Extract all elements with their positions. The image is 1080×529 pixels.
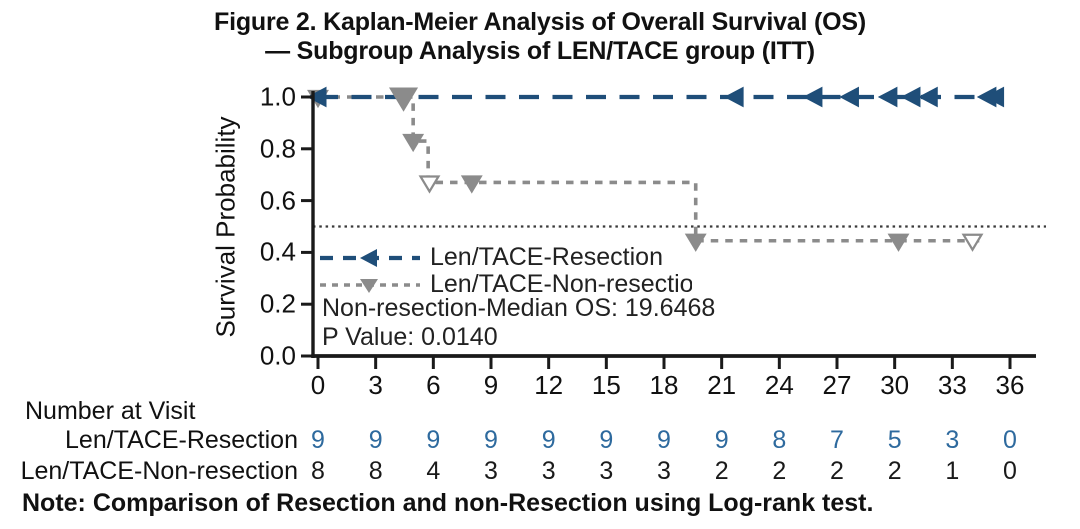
y-tick-label: 0.4 [259, 236, 296, 267]
note-text: Note: Comparison of Resection and non-Re… [22, 489, 874, 517]
figure-title-line2: — Subgroup Analysis of LEN/TACE group (I… [265, 37, 815, 65]
at-risk-value: 2 [714, 457, 729, 485]
at-risk-value: 9 [657, 426, 671, 454]
resection-censor-mark-icon [724, 86, 744, 108]
x-tick-label: 6 [426, 370, 441, 400]
x-tick-label: 21 [707, 370, 737, 400]
non-resection-marker-icon [402, 133, 425, 153]
x-tick-label: 0 [310, 370, 326, 400]
x-tick-label: 27 [822, 370, 852, 400]
at-risk-row-label-resection: Len/TACE-Resection [65, 426, 298, 454]
non-resection-marker-icon [684, 233, 707, 252]
legend-label-resection: Len/TACE-Resection [430, 243, 663, 271]
x-tick-label: 12 [534, 370, 564, 400]
y-tick-label: 0.6 [259, 185, 296, 216]
at-risk-value: 3 [945, 426, 960, 454]
at-risk-value: 5 [887, 426, 902, 454]
at-risk-value: 3 [541, 457, 556, 485]
x-tick-label: 30 [880, 370, 910, 400]
at-risk-value: 8 [772, 426, 787, 454]
down-triangle-icon [360, 278, 378, 293]
non-resection-marker-icon [961, 233, 984, 252]
at-risk-value: 9 [426, 426, 441, 454]
y-tick-label: 0.2 [259, 288, 296, 319]
legend-entry-resection: Len/TACE-Resection [318, 243, 692, 271]
at-risk-row-label-non-resection: Len/TACE-Non-resection [20, 457, 298, 485]
resection-censor-mark-icon [802, 86, 823, 108]
at-risk-value: 0 [1003, 457, 1017, 485]
x-tick-label: 24 [764, 370, 794, 400]
at-risk-value: 9 [311, 426, 325, 454]
resection-censor-mark-icon [839, 86, 859, 108]
non-resection-marker-icon [887, 233, 910, 252]
resection-censor-mark-icon [918, 86, 938, 108]
x-tick-label: 36 [995, 370, 1025, 400]
at-risk-value: 9 [714, 426, 729, 454]
x-tick-label: 33 [937, 370, 967, 400]
at-risk-value: 9 [368, 426, 383, 454]
legend-label-non-resection: Len/TACE-Non-resectior [430, 270, 692, 298]
non-resection-line-sample-icon [320, 278, 420, 293]
non-resection-marker-icon [460, 175, 483, 194]
median-os-annotation: Non-resection-Median OS: 19.6468 [322, 294, 716, 322]
x-tick-label: 15 [591, 370, 621, 400]
at-risk-value: 8 [311, 457, 325, 485]
at-risk-value: 2 [830, 457, 844, 485]
non-resection-marker-icon [418, 175, 441, 194]
at-risk-value: 2 [887, 457, 902, 485]
x-tick-label: 3 [368, 370, 383, 400]
at-risk-value: 9 [541, 426, 556, 454]
non-resection-marker-icon [388, 87, 419, 112]
at-risk-value: 9 [599, 426, 614, 454]
y-tick-label: 0.0 [259, 340, 296, 371]
p-value-annotation: P Value: 0.0140 [322, 323, 498, 351]
at-risk-value: 3 [599, 457, 614, 485]
x-tick-label: 9 [483, 370, 499, 400]
legend: Len/TACE-Resection Len/TACE-Non-resectio… [318, 243, 692, 298]
resection-censor-mark-icon [984, 86, 1005, 108]
legend-entry-non-resection: Len/TACE-Non-resectior [318, 270, 692, 298]
at-risk-value: 9 [484, 426, 498, 454]
resection-censor-mark-icon [900, 86, 921, 108]
y-tick-label: 1.0 [259, 81, 296, 112]
at-risk-value: 8 [368, 457, 383, 485]
at-risk-value: 2 [772, 457, 787, 485]
at-risk-value: 3 [657, 457, 671, 485]
at-risk-value: 7 [830, 426, 844, 454]
x-tick-label: 18 [649, 370, 679, 400]
resection-censor-mark-icon [877, 86, 898, 108]
at-risk-value: 3 [484, 457, 498, 485]
resection-line-sample-icon [320, 248, 420, 267]
at-risk-value: 1 [945, 457, 960, 485]
resection-censor-mark-icon [306, 86, 327, 108]
left-triangle-icon [360, 248, 377, 267]
at-risk-value: 4 [426, 457, 441, 485]
figure-title: Figure 2. Kaplan-Meier Analysis of Overa… [0, 8, 1080, 66]
survival-curve-non-resection [318, 95, 982, 243]
at-risk-header: Number at Visit [25, 397, 196, 425]
figure-title-line1: Figure 2. Kaplan-Meier Analysis of Overa… [214, 8, 866, 36]
y-tick-label: 0.8 [259, 133, 296, 164]
at-risk-value: 0 [1003, 426, 1017, 454]
